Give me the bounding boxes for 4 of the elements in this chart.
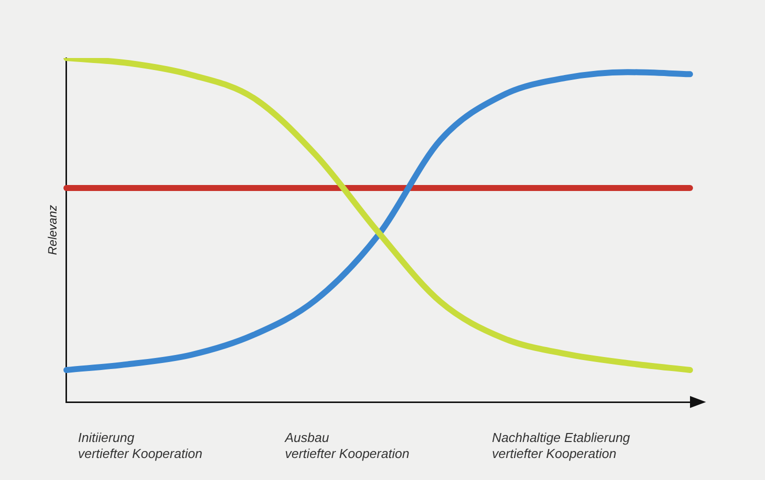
text: Ausbau vertiefter Kooperation	[285, 430, 410, 462]
text: Initiierung vertiefter Kooperation	[78, 430, 202, 462]
y-axis-title: Relevanz	[46, 204, 60, 256]
text: Nachhaltige Etablierung vertiefter Kooperation	[492, 430, 630, 462]
